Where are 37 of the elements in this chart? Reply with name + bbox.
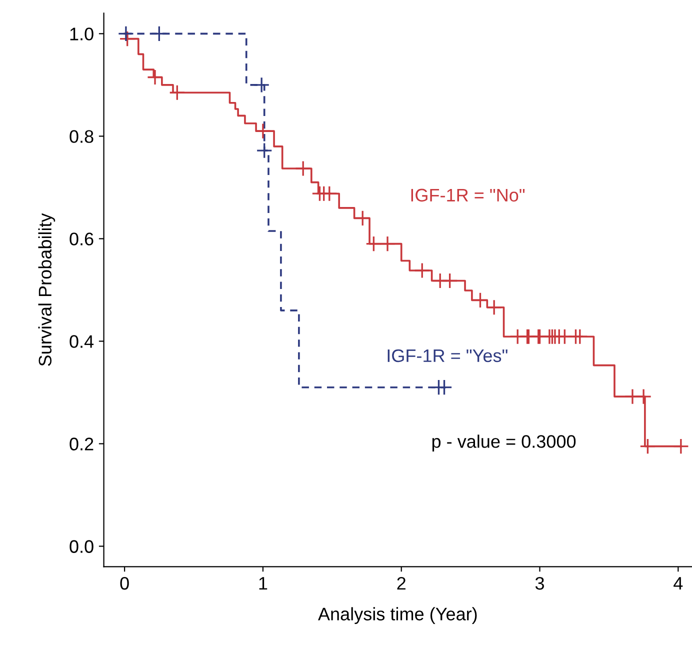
point [472,292,488,308]
point [253,76,270,94]
y-tick-label: 0.2 [70,438,94,450]
x-axis-title: Analysis time (Year) [318,607,477,624]
point [366,236,382,252]
y-tick-label: 0.6 [70,232,94,246]
point [640,438,656,454]
point [354,210,371,226]
x-tick-label: 2 [397,576,406,590]
point [486,299,502,316]
point [442,272,458,289]
point [256,142,272,159]
point [436,379,452,396]
text: IGF-1R = "No" [411,188,525,202]
point [379,236,396,252]
point [169,84,186,101]
y-tick-label: 1.0 [70,28,94,40]
point [146,69,164,86]
point [254,122,272,140]
point [635,388,652,405]
x-tick-label: 1 [259,577,268,590]
y-tick-label: 0.4 [70,335,94,348]
point [294,160,312,177]
y-axis-title: Survival Probability [38,213,56,366]
point [672,438,690,454]
point [151,26,168,42]
x-tick-label: 3 [535,576,544,590]
x-tick-label: 4 [674,577,683,590]
point [321,185,338,202]
y-tick-label: 0.0 [70,540,94,553]
y-tick-label: 0.8 [70,130,94,143]
annotation: p - value = 0.3000 [432,434,576,452]
point [118,26,134,42]
point [414,262,430,279]
point [572,328,588,345]
x-tick-label: 0 [120,576,129,590]
series-label: IGF-1R = "Yes" [388,349,508,362]
